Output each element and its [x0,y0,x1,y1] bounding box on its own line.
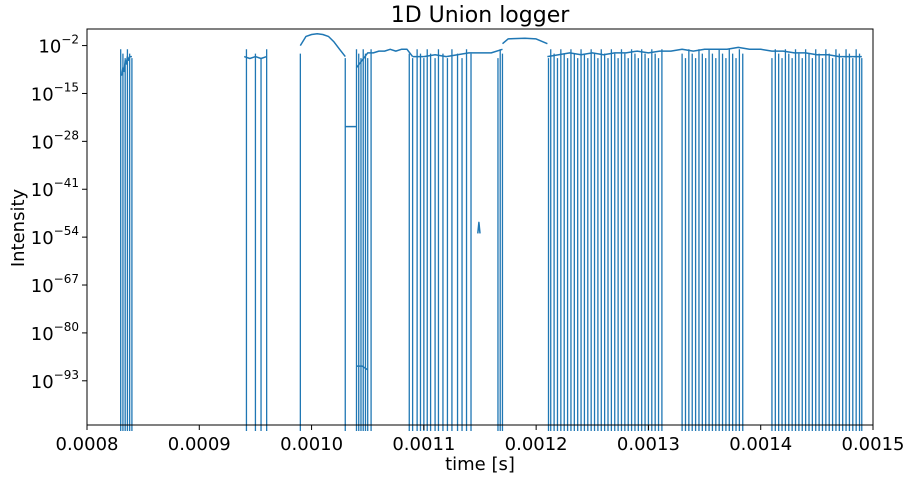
x-axis-ticks: 0.0008 0.0009 0.0010 0.0011 0.0012 0.0013 0.00… [56,425,905,455]
axes-frame [86,28,874,426]
chart-title: 1D Union logger [391,3,571,28]
series-segment [243,55,267,60]
y-tick-label: 10−15 [31,80,79,105]
series-segment [120,55,132,76]
y-axis-ticks: 10−2 10−15 10−28 10−41 10−54 10−67 10−80 10−93 [31,33,87,393]
y-tick-label: 10−2 [38,33,79,58]
series-segment [547,46,862,58]
x-tick-label: 0.0015 [842,434,905,455]
x-tick-label: 0.0013 [617,434,680,455]
x-tick-label: 0.0012 [505,434,568,455]
y-tick-label: 10−41 [31,176,79,201]
series-segment [502,37,548,45]
series-segment [412,48,503,58]
y-tick-label: 10−54 [31,224,79,249]
x-tick-label: 0.0008 [56,434,119,455]
x-axis-label: time [s] [445,454,515,475]
plot-area [120,33,863,431]
series-segment [299,33,346,58]
series-segment [355,48,414,69]
series-segment [477,221,481,234]
x-tick-label: 0.0010 [280,434,343,455]
series-segment [356,365,369,371]
x-tick-label: 0.0014 [729,434,792,455]
y-tick-label: 10−28 [31,128,79,153]
x-tick-label: 0.0009 [168,434,231,455]
y-tick-label: 10−67 [31,272,79,297]
y-tick-label: 10−93 [31,368,79,393]
y-axis-label: Intensity [8,188,29,267]
x-tick-label: 0.0011 [392,434,455,455]
y-tick-label: 10−80 [31,320,79,345]
